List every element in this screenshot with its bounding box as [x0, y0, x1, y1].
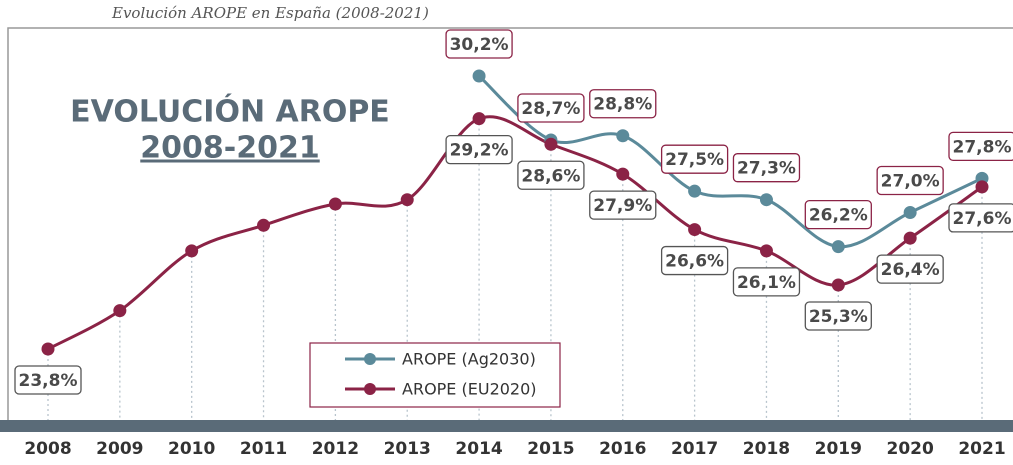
point	[400, 193, 414, 207]
point	[688, 223, 702, 237]
x-tick-label: 2020	[886, 439, 933, 459]
label-box	[804, 301, 872, 331]
x-tick-label: 2018	[743, 439, 790, 459]
legend-marker	[364, 383, 376, 395]
data-label: 26,6%	[665, 252, 724, 272]
label-box	[732, 153, 801, 183]
point	[328, 197, 342, 211]
label-box	[445, 29, 513, 59]
legend	[309, 342, 561, 408]
legend-label: AROPE (Ag2030)	[402, 350, 536, 369]
point	[113, 304, 127, 318]
x-tick-label: 2008	[24, 439, 71, 459]
data-label: 28,7%	[521, 99, 580, 119]
label-box	[732, 267, 801, 297]
point	[688, 184, 702, 198]
point	[472, 69, 486, 83]
point	[903, 231, 917, 245]
x-tick-label: 2009	[96, 439, 143, 459]
data-label: 27,8%	[953, 137, 1012, 157]
x-tick-label: 2016	[599, 439, 646, 459]
point	[759, 193, 773, 207]
point	[472, 112, 486, 126]
label-box	[948, 131, 1013, 162]
point	[831, 240, 845, 254]
label-box	[517, 160, 585, 190]
point	[41, 342, 55, 356]
point	[544, 137, 558, 151]
legend-label: AROPE (EU2020)	[402, 380, 537, 399]
data-label: 27,5%	[665, 150, 724, 170]
data-label: 27,3%	[737, 159, 796, 179]
data-label: 29,2%	[450, 141, 509, 161]
x-tick-label: 2013	[384, 439, 431, 459]
x-tick-label: 2010	[168, 439, 215, 459]
axis-bar	[0, 420, 1013, 432]
point	[831, 278, 845, 292]
point	[616, 167, 630, 181]
heading: 2008-2021	[140, 131, 319, 166]
data-label: 28,8%	[593, 95, 652, 115]
legend-marker	[364, 353, 376, 365]
label-box	[14, 365, 82, 395]
point	[759, 244, 773, 258]
label-box	[948, 203, 1013, 233]
chart-title: Evolución AROPE en España (2008-2021)	[111, 4, 429, 22]
data-label: 27,0%	[881, 172, 940, 192]
label-box	[589, 190, 657, 220]
x-tick-label: 2012	[312, 439, 359, 459]
data-label: 28,6%	[521, 166, 580, 186]
label-box	[804, 199, 872, 230]
label-box	[589, 89, 657, 119]
point	[257, 218, 271, 232]
data-label: 26,2%	[809, 206, 868, 226]
label-box	[876, 165, 944, 196]
data-label: 27,6%	[953, 209, 1012, 229]
data-label: 23,8%	[19, 371, 78, 391]
frame	[7, 27, 1013, 420]
x-tick-label: 2019	[815, 439, 862, 459]
x-tick-label: 2017	[671, 439, 718, 459]
point	[616, 129, 630, 143]
x-tick-label: 2021	[958, 439, 1005, 459]
heading: EVOLUCIÓN AROPE	[70, 93, 390, 130]
label-box	[517, 93, 585, 123]
data-label: 25,3%	[809, 307, 868, 327]
label-box	[876, 254, 944, 284]
x-tick-label: 2011	[240, 439, 287, 459]
point	[185, 244, 199, 258]
label-box	[660, 144, 729, 174]
data-label: 27,9%	[593, 196, 652, 216]
data-label: 26,4%	[881, 260, 940, 280]
x-tick-label: 2014	[455, 439, 502, 459]
data-label: 30,2%	[450, 35, 509, 55]
point	[903, 206, 917, 219]
label-box	[660, 245, 729, 276]
point	[975, 180, 989, 194]
data-label: 26,1%	[737, 273, 796, 293]
x-tick-label: 2015	[527, 439, 574, 459]
label-box	[445, 135, 513, 165]
